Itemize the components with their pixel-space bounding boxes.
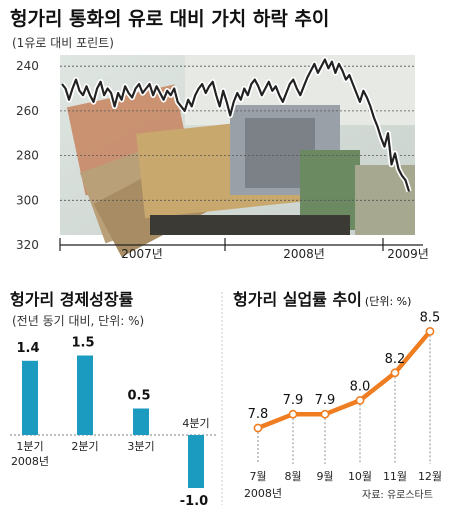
fx-x-tick-label: 2008년 xyxy=(283,247,325,261)
gdp-chart-subtitle: (전년 동기 대비, 단위: %) xyxy=(12,314,145,328)
fx-series-line xyxy=(61,58,411,192)
gdp-value-label: 1.5 xyxy=(71,336,94,351)
unemp-series-line xyxy=(255,329,433,431)
unemp-year-label: 2008년 xyxy=(244,487,282,500)
unemp-category-label: 9월 xyxy=(316,470,333,483)
unemp-category-label: 8월 xyxy=(284,470,301,483)
unemp-point xyxy=(253,423,263,433)
unemp-category-label: 10월 xyxy=(348,470,372,483)
gdp-category-label: 3분기 xyxy=(127,440,154,453)
gdp-category-label: 1분기 xyxy=(16,440,43,453)
unemp-category-label: 7월 xyxy=(249,470,266,483)
gdp-bar xyxy=(77,355,93,435)
unemp-chart-title: 헝가리 실업률 추이 (단위: %) xyxy=(233,286,411,310)
gdp-value-label: 0.5 xyxy=(127,389,150,404)
gdp-value-label: -1.0 xyxy=(180,494,208,509)
banknote-photo xyxy=(60,55,415,258)
unemp-point xyxy=(288,409,298,419)
unemp-point xyxy=(320,409,330,419)
unemp-unit: (단위: %) xyxy=(364,295,412,308)
fx-y-tick-label: 320 xyxy=(16,238,39,252)
fx-chart: 240 260 280 300 320 2007년 2008년 2009년 xyxy=(16,55,429,261)
gdp-bar xyxy=(22,360,38,435)
gdp-year-label: 2008년 xyxy=(11,455,49,468)
fx-chart-subtitle: (1유로 대비 포린트) xyxy=(12,36,114,50)
unemp-point xyxy=(390,368,400,378)
unemp-point xyxy=(425,326,435,336)
fx-y-axis: 240 260 280 300 320 xyxy=(16,59,39,252)
unemp-value-label: 7.9 xyxy=(315,393,336,408)
gdp-chart: 1.4 1분기 1.5 2분기 0.5 3분기 -1.0 4분기 2008년 xyxy=(10,336,218,509)
fx-gridlines xyxy=(60,65,415,201)
unemp-category-label: 11월 xyxy=(383,470,407,483)
unemp-value-label: 7.9 xyxy=(283,393,304,408)
fx-series xyxy=(59,56,412,193)
gdp-category-label: 2분기 xyxy=(71,440,98,453)
fx-x-axis: 2007년 2008년 2009년 xyxy=(59,238,429,261)
fx-x-tick-label: 2007년 xyxy=(121,247,163,261)
fx-x-tick-label: 2009년 xyxy=(387,247,429,261)
unemp-chart: 7.8 7월 7.9 8월 7.9 9월 8.0 10월 8.2 11월 8.5 12월 2008년 xyxy=(244,310,442,500)
unemp-value-label: 8.0 xyxy=(350,379,371,394)
unemp-point xyxy=(355,395,365,405)
source-note: 자료: 유로스타트 xyxy=(362,490,433,501)
unemp-value-label: 8.2 xyxy=(385,352,406,367)
gdp-bar xyxy=(133,408,149,435)
fx-y-tick-label: 240 xyxy=(16,59,39,73)
unemp-value-label: 7.8 xyxy=(248,407,269,422)
unemp-value-label: 8.5 xyxy=(420,310,441,325)
gdp-value-label: 1.4 xyxy=(16,341,39,356)
fx-y-tick-label: 260 xyxy=(16,104,39,118)
fx-chart-title: 헝가리 통화의 유로 대비 가치 하락 추이 xyxy=(10,8,330,30)
fx-y-tick-label: 280 xyxy=(16,149,39,163)
gdp-category-label: 4분기 xyxy=(182,417,209,430)
fx-y-tick-label: 300 xyxy=(16,193,39,207)
gdp-chart-title: 헝가리 경제성장률 xyxy=(10,290,134,309)
gdp-bar xyxy=(188,435,204,488)
unemp-category-label: 12월 xyxy=(418,470,442,483)
unemp-title-text: 헝가리 실업률 추이 xyxy=(233,290,362,309)
